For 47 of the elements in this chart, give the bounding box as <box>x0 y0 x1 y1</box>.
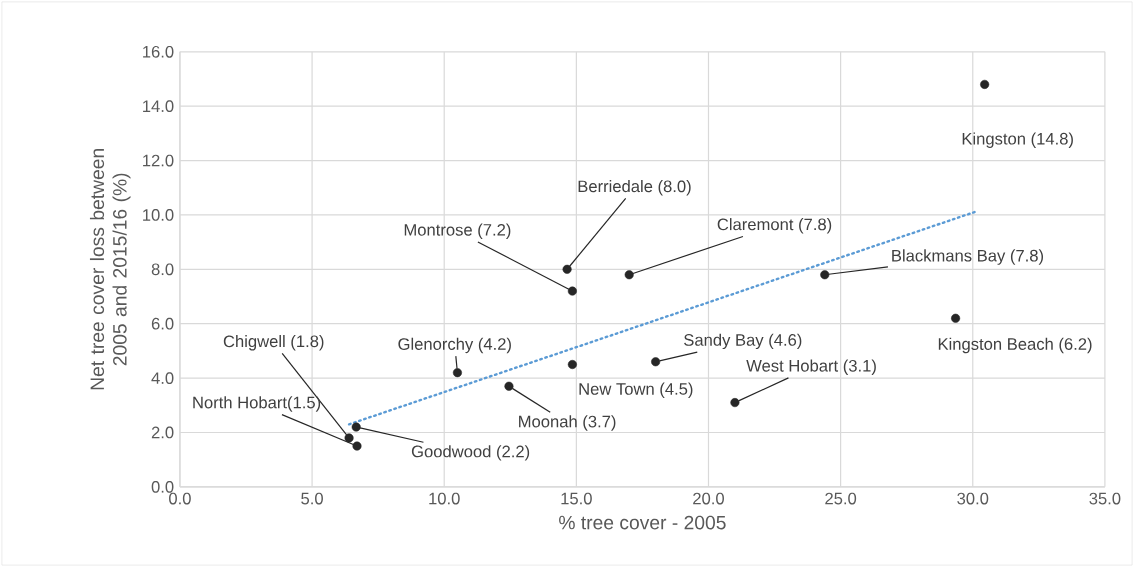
point <box>567 286 577 296</box>
x-tick-label: 35.0 <box>1089 492 1121 505</box>
x-tick-label: 25.0 <box>825 492 857 505</box>
annotation: Moonah (3.7) <box>519 415 616 431</box>
y-axis-title: Net tree cover loss between 2005 and 2015/16 (%) <box>89 149 131 390</box>
x-tick-label: 10.0 <box>429 492 460 505</box>
annotation: Berriedale (8.0) <box>578 180 691 196</box>
point <box>980 79 990 89</box>
point <box>504 381 514 391</box>
point <box>951 313 961 323</box>
annotation: Kingston Beach (6.2) <box>938 337 1092 354</box>
y-tick-label: 16.0 <box>143 45 174 58</box>
point <box>730 398 740 408</box>
x-tick-label: 5.0 <box>301 492 323 505</box>
point <box>352 441 362 451</box>
y-tick-label: 0.0 <box>151 481 174 493</box>
x-tick-label: 15.0 <box>561 492 592 505</box>
point <box>562 264 572 274</box>
annotation: North Hobart(1.5) <box>193 396 321 412</box>
y-tick-label: 2.0 <box>151 426 174 439</box>
annotation: Claremont (7.8) <box>717 218 832 234</box>
x-axis-title: % tree cover - 2005 <box>559 515 726 530</box>
annotation: Kingston (14.8) <box>962 132 1073 148</box>
point <box>344 433 354 443</box>
annotation: Montrose (7.2) <box>404 223 511 239</box>
point <box>624 270 634 280</box>
annotation: Goodwood (2.2) <box>411 445 530 461</box>
annotation: Chigwell (1.8) <box>223 335 324 351</box>
annotation: Sandy Bay (4.6) <box>684 333 802 350</box>
y-tick-label: 14.0 <box>143 100 174 113</box>
x-tick-label: 30.0 <box>957 492 989 505</box>
y-tick-label: 6.0 <box>151 317 174 330</box>
point <box>567 359 577 370</box>
point <box>452 368 462 378</box>
x-tick-label: 20.0 <box>693 492 724 505</box>
point <box>351 422 361 432</box>
y-tick-label: 8.0 <box>151 263 174 276</box>
y-tick-label: 12.0 <box>143 154 174 167</box>
annotation: New Town (4.5) <box>579 382 693 399</box>
point <box>651 357 661 367</box>
point <box>820 270 830 280</box>
y-tick-label: 4.0 <box>151 372 174 384</box>
annotation: Glenorchy (4.2) <box>398 337 511 354</box>
annotation: Blackmans Bay (7.8) <box>892 249 1044 265</box>
annotation: West Hobart (3.1) <box>746 359 876 375</box>
y-tick-label: 10.0 <box>143 209 174 221</box>
x-tick-label: 0.0 <box>169 492 191 505</box>
